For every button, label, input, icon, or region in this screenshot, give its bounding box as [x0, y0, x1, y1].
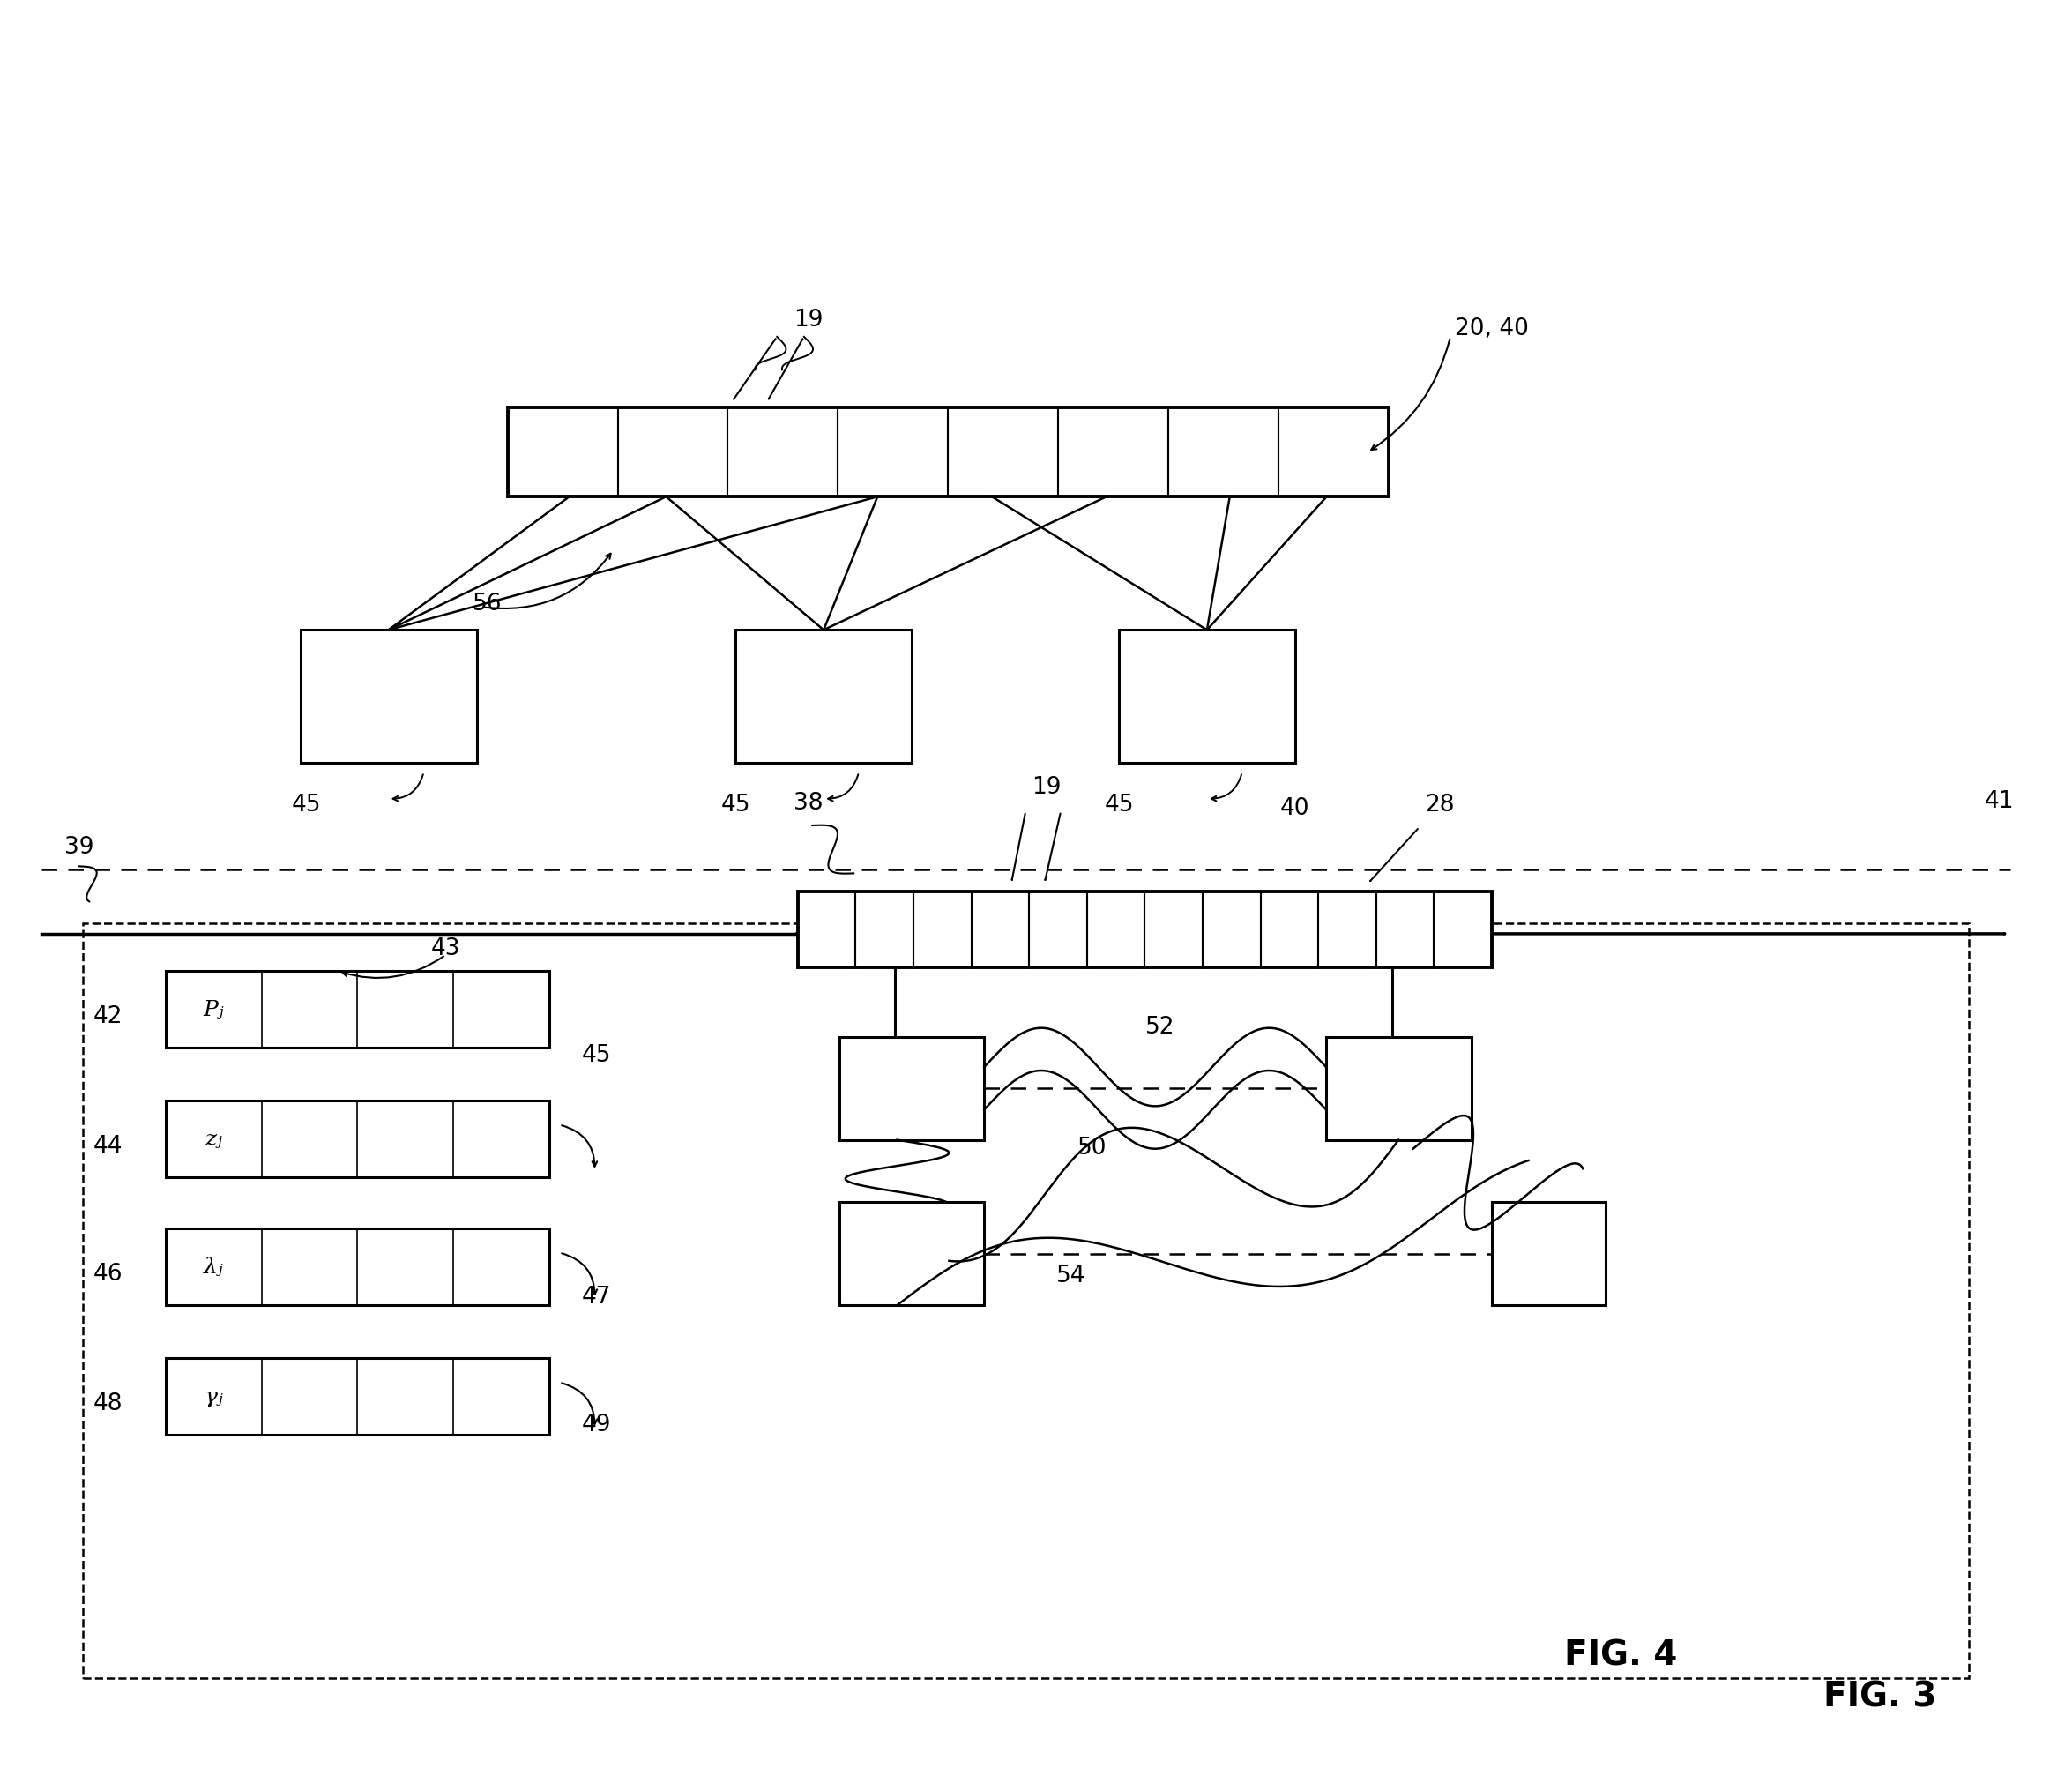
Text: 45: 45	[721, 794, 750, 815]
Text: 45: 45	[1104, 794, 1133, 815]
Bar	[736, 630, 912, 764]
Bar	[1326, 1037, 1471, 1140]
Text: 46: 46	[93, 1263, 122, 1284]
Text: 20, 40: 20, 40	[1455, 318, 1529, 339]
Text: 56: 56	[472, 593, 501, 614]
Bar	[839, 1037, 984, 1140]
Text: λⱼ: λⱼ	[203, 1257, 224, 1277]
Text: 49: 49	[582, 1414, 611, 1435]
Text: 54: 54	[1057, 1265, 1086, 1286]
Text: 40: 40	[1280, 797, 1310, 819]
Text: 45: 45	[292, 794, 321, 815]
Text: FIG. 3: FIG. 3	[1823, 1680, 1937, 1712]
Text: 50: 50	[1077, 1137, 1106, 1158]
Bar	[166, 1229, 549, 1305]
Bar	[508, 408, 1388, 497]
Bar	[798, 892, 1492, 968]
Text: 47: 47	[582, 1286, 611, 1307]
Bar	[166, 1101, 549, 1177]
Text: 19: 19	[794, 309, 823, 330]
Text: 45: 45	[582, 1044, 611, 1066]
Text: 38: 38	[794, 792, 823, 813]
Bar	[166, 1359, 549, 1435]
Text: 28: 28	[1426, 794, 1455, 815]
Text: γⱼ: γⱼ	[205, 1387, 224, 1407]
Text: 43: 43	[431, 938, 460, 959]
Bar	[1119, 630, 1295, 764]
Text: 39: 39	[64, 836, 93, 858]
Text: zⱼ: zⱼ	[205, 1130, 222, 1149]
Bar	[839, 1202, 984, 1305]
Text: FIG. 4: FIG. 4	[1564, 1639, 1678, 1671]
Text: 42: 42	[93, 1005, 122, 1027]
Text: 52: 52	[1146, 1016, 1175, 1037]
Bar	[83, 924, 1968, 1678]
Text: 44: 44	[93, 1135, 122, 1156]
Text: 19: 19	[1032, 776, 1061, 797]
Text: 41: 41	[1985, 790, 2014, 812]
Bar	[1492, 1202, 1606, 1305]
Bar	[166, 971, 549, 1048]
Text: Pⱼ: Pⱼ	[203, 1000, 224, 1019]
Bar	[300, 630, 477, 764]
Text: 48: 48	[93, 1392, 122, 1414]
